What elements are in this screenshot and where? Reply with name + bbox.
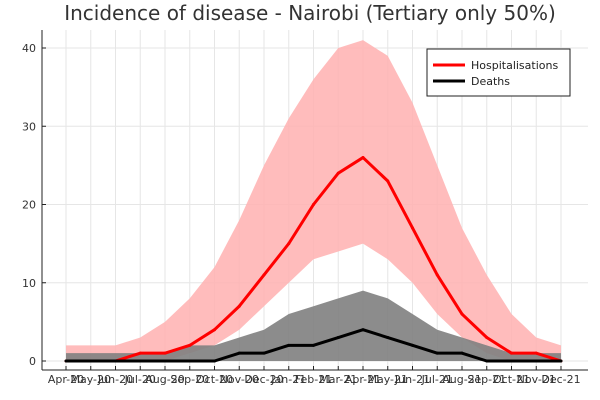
x-tick-label: Feb-21	[295, 373, 332, 386]
x-tick-label: Nov-20	[220, 373, 259, 386]
hospitalisations-point	[435, 273, 439, 277]
deaths-point	[163, 359, 167, 363]
hospitalisations-band	[66, 40, 561, 362]
x-tick-label: Aug-20	[145, 373, 184, 386]
x-tick-label: Nov-21	[517, 373, 556, 386]
deaths-point	[138, 359, 142, 363]
x-tick-label: Jul-21	[421, 373, 453, 386]
legend-label-deaths: Deaths	[471, 75, 510, 88]
hospitalisations-point	[163, 351, 167, 355]
hospitalisations-point	[386, 179, 390, 183]
deaths-point	[213, 359, 216, 363]
deaths-point	[312, 343, 315, 347]
x-tick-label: Apr-21	[345, 373, 381, 386]
deaths-point	[386, 336, 390, 340]
x-tick-label: Sep-21	[467, 373, 506, 386]
deaths-point	[114, 359, 117, 363]
deaths-band	[66, 290, 561, 361]
deaths-point	[411, 343, 414, 347]
series-lines	[64, 156, 563, 363]
deaths-point	[559, 359, 563, 363]
x-tick-label: Mar-21	[319, 373, 357, 386]
legend-box	[426, 48, 571, 97]
x-tick-label: Jun-20	[97, 373, 133, 386]
y-tick-label: 0	[29, 355, 36, 368]
deaths-point	[336, 336, 340, 340]
chart-title: Incidence of disease - Nairobi (Tertiary…	[64, 1, 556, 25]
hospitalisations-point	[138, 351, 142, 355]
hospitalisations-point	[188, 343, 192, 347]
x-tick-label: Jul-20	[124, 373, 156, 386]
axes	[41, 30, 588, 371]
x-tick-label: Jan-21	[270, 373, 306, 386]
hospitalisations-point	[460, 312, 464, 316]
deaths-point	[89, 359, 93, 363]
deaths-point	[287, 343, 291, 347]
x-tick-label: Dec-20	[244, 373, 283, 386]
confidence-bands	[66, 40, 561, 362]
deaths-point	[460, 351, 464, 355]
hospitalisations-point	[312, 203, 315, 206]
y-tick-label: 20	[22, 199, 36, 212]
x-tick-label: May-21	[367, 373, 408, 386]
x-tick-labels: Apr-20May-20Jun-20Jul-20Aug-20Sep-20Oct-…	[48, 373, 581, 386]
x-tick-label: Aug-21	[442, 373, 481, 386]
y-tick-label: 10	[22, 277, 36, 290]
hospitalisations-point	[485, 336, 489, 340]
y-tick-label: 40	[22, 42, 36, 55]
hospitalisations-point	[213, 328, 216, 332]
x-tick-label: Apr-20	[48, 373, 84, 386]
hospitalisations-point	[287, 242, 291, 246]
deaths-point	[64, 359, 68, 363]
deaths-point	[435, 351, 439, 355]
x-tick-label: May-20	[70, 373, 111, 386]
x-tick-label: Jun-21	[394, 373, 430, 386]
x-tick-label: Oct-20	[196, 373, 233, 386]
deaths-point	[188, 359, 192, 363]
deaths-point	[510, 359, 513, 363]
deaths-point	[534, 359, 538, 363]
y-tick-labels: 0 10 20 30 40	[22, 42, 36, 368]
hospitalisations-point	[534, 351, 538, 355]
y-tick-label: 30	[22, 120, 36, 133]
deaths-point	[237, 351, 241, 355]
x-tick-label: Sep-20	[170, 373, 209, 386]
hospitalisations-point	[361, 156, 365, 160]
hospitalisations-point	[262, 273, 266, 277]
legend: Hospitalisations Deaths	[426, 48, 571, 97]
hospitalisations-point	[336, 171, 340, 175]
hospitalisations-point	[411, 226, 414, 230]
hospitalisations-point	[510, 351, 513, 355]
deaths-point	[485, 359, 489, 363]
legend-label-hospitalisations: Hospitalisations	[471, 59, 558, 72]
hospitalisations-point	[237, 304, 241, 308]
x-tick-label: Oct-21	[493, 373, 530, 386]
x-tick-label: Dec-21	[541, 373, 580, 386]
deaths-point	[262, 351, 266, 355]
deaths-point	[361, 328, 365, 332]
